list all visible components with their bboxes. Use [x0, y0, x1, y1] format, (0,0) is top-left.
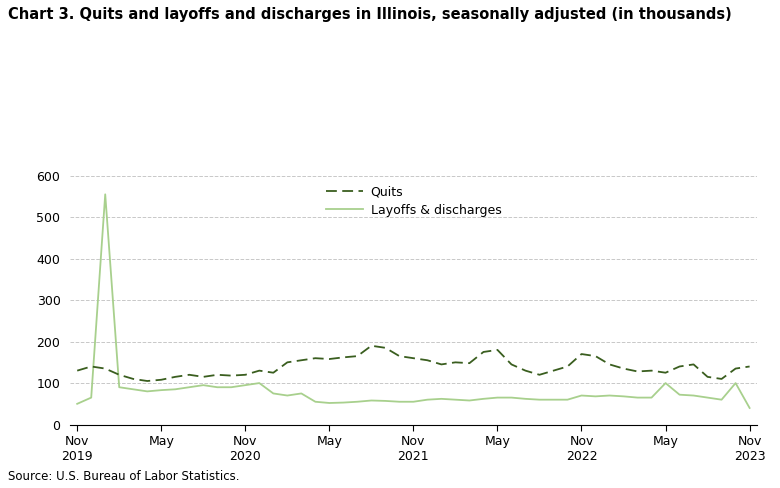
Text: Source: U.S. Bureau of Labor Statistics.: Source: U.S. Bureau of Labor Statistics.: [8, 470, 239, 483]
Legend: Quits, Layoffs & discharges: Quits, Layoffs & discharges: [322, 182, 505, 221]
Text: Chart 3. Quits and layoffs and discharges in Illinois, seasonally adjusted (in t: Chart 3. Quits and layoffs and discharge…: [8, 7, 732, 22]
